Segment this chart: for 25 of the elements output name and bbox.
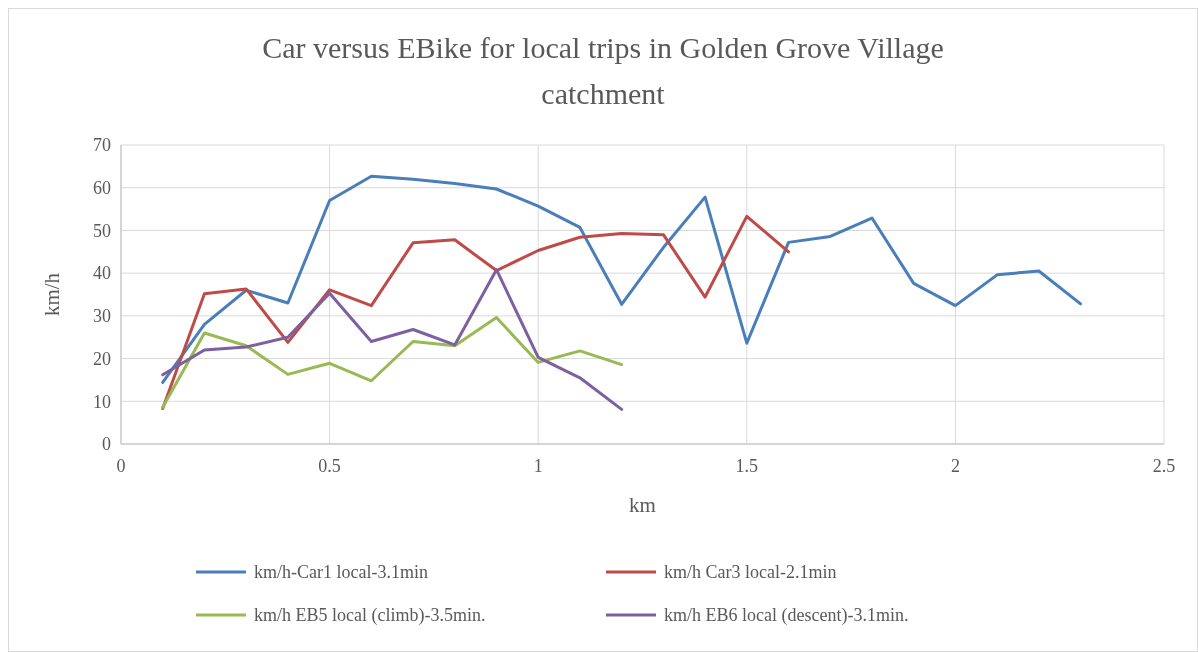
legend-label: km/h EB5 local (climb)-3.5min. [254, 605, 486, 627]
y-tick-label: 10 [93, 391, 111, 412]
y-tick-label: 60 [93, 178, 111, 199]
y-tick-label: 0 [102, 434, 111, 455]
x-tick-label: 2 [950, 456, 960, 476]
x-axis-title: km [629, 493, 656, 517]
y-axis-title: km/h [40, 272, 64, 317]
legend-label: km/h-Car1 local-3.1min [254, 562, 428, 583]
x-tick-label: 0 [116, 456, 126, 476]
legend-label: km/h Car3 local-2.1min [664, 562, 837, 583]
line-series [161, 316, 624, 409]
x-tick-label: 2.5 [1152, 456, 1176, 476]
y-tick-label: 70 [93, 135, 111, 156]
legend-label: km/h EB6 local (descent)-3.1min. [664, 605, 909, 627]
y-tick-label: 30 [93, 306, 111, 327]
y-tick-label: 40 [93, 263, 111, 284]
line-series [161, 174, 1083, 384]
x-tick-label: 0.5 [318, 456, 341, 476]
x-tick-label: 1.5 [735, 456, 759, 476]
y-tick-label: 50 [93, 220, 111, 241]
x-tick-label: 1 [533, 456, 543, 476]
line-series [161, 268, 624, 411]
y-tick-label: 20 [93, 348, 111, 369]
line-series [161, 214, 791, 411]
chart-title: Car versus EBike for local trips in Golden Grove Village catchment [262, 31, 944, 110]
